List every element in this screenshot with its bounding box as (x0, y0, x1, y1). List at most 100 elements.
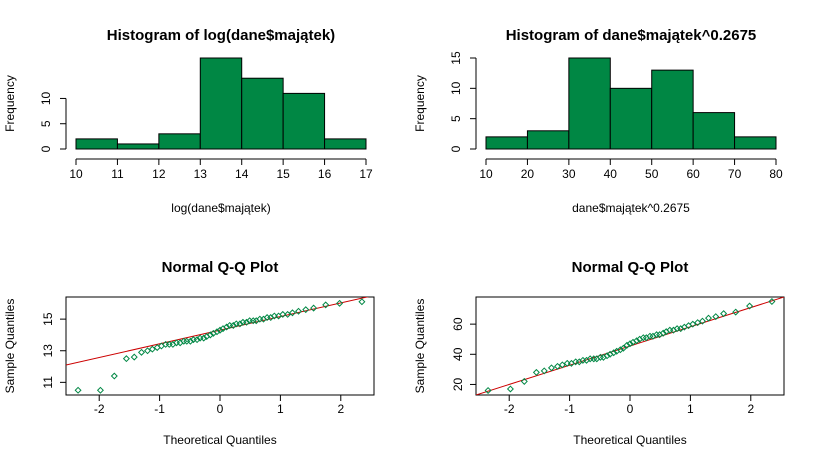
histogram-bar (692, 112, 736, 150)
qq-point (746, 302, 754, 310)
y-tick-label: 13 (41, 344, 55, 358)
qq-point (216, 326, 224, 334)
y-tick-label: 11 (41, 376, 55, 389)
x-tick-label: 11 (111, 167, 124, 181)
qq-point (74, 386, 82, 394)
qq-point (137, 348, 145, 356)
histogram-bar (609, 87, 653, 150)
y-axis-label: Frequency (3, 75, 17, 132)
histogram-bar (241, 77, 284, 150)
qq-point (540, 367, 548, 375)
x-tick-label: -1 (154, 402, 165, 416)
x-tick-label: 60 (686, 167, 700, 181)
y-tick-label: 10 (39, 91, 53, 105)
qq-point (295, 307, 303, 315)
x-tick-label: 14 (235, 167, 249, 181)
y-axis-label: Sample Quantiles (3, 299, 17, 394)
x-tick-label: -2 (94, 402, 105, 416)
chart-panel-2: Histogram of dane$majątek^0.2675 dane$maj… (413, 27, 783, 215)
qq-point (732, 308, 740, 316)
y-tick-label: 0 (449, 145, 463, 152)
x-tick-label: 10 (479, 167, 493, 181)
qq-point (626, 340, 634, 348)
chart-title: Normal Q-Q Plot (162, 259, 279, 276)
x-tick-label: 17 (359, 167, 373, 181)
histogram-bar (199, 57, 243, 150)
qq-point (506, 385, 514, 393)
qq-point (310, 304, 318, 312)
x-tick-label: 2 (337, 402, 344, 416)
x-axis-label: log(dane$majątek) (171, 201, 270, 215)
chart-panel-1: Histogram of log(dane$majątek) log(dane$m… (3, 27, 373, 215)
qq-point (144, 347, 152, 355)
x-tick-label: 13 (194, 167, 208, 181)
x-axis-label: Theoretical Quantiles (163, 433, 276, 447)
histogram-bar (568, 57, 611, 150)
y-tick-label: 10 (449, 81, 463, 95)
qq-point (590, 355, 598, 363)
y-tick-label: 60 (451, 317, 465, 331)
qq-point (720, 310, 728, 318)
qq-point (653, 331, 661, 339)
x-tick-label: 12 (152, 167, 166, 181)
qq-point (616, 346, 624, 354)
histogram-bar (651, 69, 694, 150)
qq-point (302, 306, 310, 314)
qq-point (694, 319, 702, 327)
qq-point (603, 352, 611, 360)
qq-point (284, 310, 292, 318)
qq-point (646, 332, 654, 340)
qq-point (619, 344, 627, 352)
qq-point (148, 345, 156, 353)
y-tick-label: 15 (449, 51, 463, 65)
x-tick-label: 15 (276, 167, 290, 181)
plot-frame (65, 296, 375, 396)
qq-point (554, 362, 562, 370)
chart-panel-4: Normal Q-Q Plot Theoretical Quantiles Samp… (413, 259, 785, 447)
y-axis-label: Frequency (413, 75, 427, 132)
x-axis-label: dane$majątek^0.2675 (572, 201, 690, 215)
qq-point (659, 329, 667, 337)
qq-point (206, 331, 214, 339)
y-axis-label: Sample Quantiles (413, 299, 427, 394)
x-tick-label: 1 (687, 402, 694, 416)
qq-point (223, 323, 231, 331)
qq-point (322, 301, 330, 309)
x-tick-label: 40 (604, 167, 618, 181)
y-tick-label: 20 (451, 377, 465, 391)
x-tick-label: 10 (69, 167, 83, 181)
qq-point (243, 318, 251, 326)
y-tick-label: 15 (41, 312, 55, 326)
qq-point (768, 298, 776, 306)
x-tick-label: 30 (562, 167, 576, 181)
qq-point (547, 364, 555, 372)
histogram-bar (75, 138, 118, 150)
x-axis-label: Theoretical Quantiles (573, 433, 686, 447)
x-tick-label: 0 (217, 402, 224, 416)
qq-point (288, 309, 296, 317)
qq-point (705, 314, 713, 322)
x-tick-label: 70 (728, 167, 742, 181)
qq-point (249, 317, 257, 325)
qq-point (623, 341, 631, 349)
qq-point (110, 372, 118, 380)
qq-point (520, 377, 528, 385)
qq-point (639, 334, 647, 342)
y-tick-label: 40 (451, 347, 465, 361)
x-tick-label: 20 (521, 167, 535, 181)
qq-point (130, 353, 138, 361)
qq-point (279, 310, 287, 318)
histogram-bar (324, 138, 367, 150)
x-tick-label: 0 (627, 402, 634, 416)
histogram-bar (526, 130, 570, 150)
qq-point (122, 355, 130, 363)
histogram-bar (116, 143, 160, 150)
qq-point (633, 337, 641, 345)
qq-reference-line (66, 297, 370, 366)
qq-point (229, 321, 237, 329)
qq-point (596, 353, 604, 361)
qq-point (484, 386, 492, 394)
qq-point (213, 328, 221, 336)
y-tick-label: 0 (39, 145, 53, 152)
